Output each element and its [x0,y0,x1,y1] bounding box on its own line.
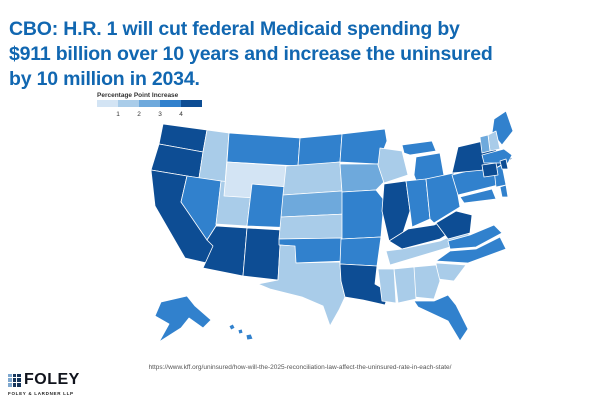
foley-logo-subtext: FOLEY & LARDNER LLP [8,391,74,396]
us-choropleth-map: Percentage Point Increase 1 2 3 4 [95,88,515,360]
state-NC [435,236,507,264]
legend-swatch-<1 [97,100,118,107]
legend-swatch-2-3 [139,100,160,107]
legend-swatch-4+ [181,100,202,107]
state-IA [339,163,385,193]
map-legend: Percentage Point Increase 1 2 3 4 [97,92,202,118]
headline-line-3: by 10 million in 2034. [9,68,200,91]
legend-tick-3: 3 [158,111,162,118]
state-VA [447,224,503,250]
state-RI [499,158,509,170]
legend-tick-1: 1 [116,111,120,118]
map-svg: Percentage Point Increase 1 2 3 4 [97,92,514,343]
state-CT [481,162,499,178]
state-VT [479,134,491,154]
state-HI [245,333,254,341]
state-OH [425,172,461,224]
state-MI [401,140,437,156]
state-HI [228,323,236,331]
state-GA [413,264,441,300]
state-DE [499,184,509,198]
state-IN [405,178,431,228]
state-WV [435,210,473,240]
legend-title: Percentage Point Increase [97,92,179,99]
state-NM [242,227,282,281]
state-KS [278,213,347,240]
state-MS [377,268,397,304]
foley-logo-name: FOLEY [24,371,80,388]
state-AL [393,266,417,304]
state-MO [341,189,385,240]
legend-tick-4: 4 [179,111,183,118]
state-LA [339,263,390,306]
source-url: https://www.kff.org/uninsured/how-will-t… [148,364,452,371]
foley-logo-mark-icon [8,373,21,387]
map-states [150,110,514,343]
state-HI [237,328,244,335]
state-FL [413,294,469,342]
legend-tick-2: 2 [137,111,141,118]
state-WI [377,147,409,184]
legend-swatch-1-2 [118,100,139,107]
headline-line-2: $911 billion over 10 years and increase … [9,43,493,66]
state-MT [226,132,301,167]
state-SD [282,161,343,196]
state-SC [435,262,467,282]
headline: CBO: H.R. 1 will cut federal Medicaid sp… [9,17,595,92]
state-ND [297,133,343,167]
state-AK [154,295,212,343]
foley-logo: FOLEY FOLEY & LARDNER LLP [8,371,128,396]
state-NE [280,190,349,218]
state-AR [339,236,382,267]
state-MD [459,188,497,204]
state-TX [257,244,346,327]
legend-swatch-3-4 [160,100,181,107]
headline-line-1: CBO: H.R. 1 will cut federal Medicaid sp… [9,18,460,41]
